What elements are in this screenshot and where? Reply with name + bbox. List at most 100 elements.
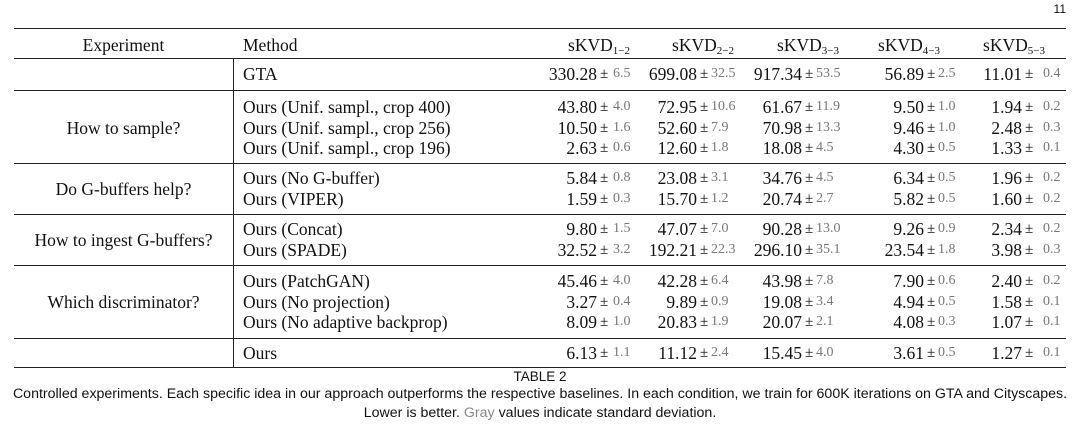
std-value: 11.9 <box>816 99 840 114</box>
std-value: 0.3 <box>1043 241 1061 257</box>
mean-value: 2.48 <box>991 117 1022 138</box>
mean-value: 20.07 <box>762 312 802 332</box>
std-value: 0.5 <box>938 140 956 155</box>
plus-minus-symbol: ± <box>927 345 936 361</box>
plus-minus-symbol: ± <box>927 140 936 156</box>
mean-value: 8.09 <box>566 312 597 332</box>
plus-minus-symbol: ± <box>927 314 936 330</box>
mean-value: 192.21 <box>648 239 697 260</box>
plus-minus-symbol: ± <box>805 190 814 207</box>
plus-minus-symbol: ± <box>1025 190 1034 207</box>
plus-minus-symbol: ± <box>700 99 709 115</box>
mean-value: 61.67 <box>762 97 802 117</box>
mean-value: 330.28 <box>548 64 597 84</box>
std-value: 0.1 <box>1043 140 1061 155</box>
mean-value: 4.30 <box>893 138 924 158</box>
table-row: Ours 6.13 ±1.1 11.12 ±2.4 15.45 ±4.0 3.61 ±0.5 1.… <box>0 343 1080 363</box>
plus-minus-symbol: ± <box>700 345 709 361</box>
std-value: 0.6 <box>613 140 631 155</box>
method-name: Ours (No projection) <box>243 291 390 312</box>
plus-minus-symbol: ± <box>600 293 609 310</box>
std-value: 4.5 <box>816 140 834 155</box>
mean-value: 32.52 <box>557 239 597 260</box>
table-row: Ours (VIPER) 1.59 ±0.3 15.70 ±1.2 20.74 ±2.7 5.… <box>0 189 1080 209</box>
mean-value: 72.95 <box>657 97 697 117</box>
std-value: 7.8 <box>816 273 834 288</box>
plus-minus-symbol: ± <box>600 314 609 330</box>
std-value: 1.8 <box>711 140 729 155</box>
std-value: 1.0 <box>938 119 956 135</box>
mean-value: 2.63 <box>566 138 597 158</box>
mean-value: 5.82 <box>893 188 924 209</box>
mean-value: 9.50 <box>893 97 924 117</box>
caption-title: TABLE 2 <box>513 369 567 384</box>
mean-value: 15.70 <box>657 188 697 209</box>
mean-value: 11.01 <box>983 64 1022 84</box>
std-value: 1.2 <box>711 190 729 206</box>
plus-minus-symbol: ± <box>1025 66 1034 82</box>
table-bottom-rule <box>14 367 1066 368</box>
experiment-label: How to ingest G-buffers? <box>34 229 213 250</box>
plus-minus-symbol: ± <box>700 314 709 330</box>
plus-minus-symbol: ± <box>600 241 609 258</box>
mean-value: 43.80 <box>557 97 597 117</box>
std-value: 13.3 <box>816 119 841 135</box>
caption-gray-word: Gray <box>463 405 495 421</box>
table-row: Ours (Unif. sampl., crop 256) 10.50 ±1.6 52… <box>0 118 1080 138</box>
std-value: 0.5 <box>938 345 956 360</box>
mean-value: 2.34 <box>991 219 1022 239</box>
page-number: 11 <box>1053 2 1066 16</box>
mean-value: 6.13 <box>566 343 597 363</box>
experiment-label: Do G-buffers help? <box>55 178 192 199</box>
method-name: Ours (SPADE) <box>243 239 347 260</box>
plus-minus-symbol: ± <box>927 190 936 207</box>
plus-minus-symbol: ± <box>927 273 936 289</box>
group-separator <box>14 338 1066 339</box>
std-value: 7.0 <box>711 221 729 236</box>
std-value: 22.3 <box>711 241 736 257</box>
mean-value: 5.84 <box>566 168 597 188</box>
plus-minus-symbol: ± <box>927 293 936 310</box>
mean-value: 70.98 <box>762 117 802 138</box>
std-value: 53.5 <box>816 66 841 81</box>
header-method: Method <box>243 35 298 55</box>
std-value: 0.5 <box>938 170 956 185</box>
plus-minus-symbol: ± <box>1025 221 1034 237</box>
plus-minus-symbol: ± <box>700 273 709 289</box>
method-name: Ours (No G-buffer) <box>243 168 380 188</box>
mean-value: 20.74 <box>762 188 802 209</box>
std-value: 1.6 <box>613 119 631 135</box>
mean-value: 9.46 <box>893 117 924 138</box>
std-value: 4.5 <box>816 170 834 185</box>
header-skvd-3-3: sKVD3−3 <box>777 35 839 57</box>
std-value: 0.4 <box>613 293 631 309</box>
plus-minus-symbol: ± <box>805 221 814 237</box>
plus-minus-symbol: ± <box>600 221 609 237</box>
header-skvd-1-2: sKVD1−2 <box>568 35 630 57</box>
table-row: Ours (No projection) 3.27 ±0.4 9.89 ±0.9 19.0… <box>0 292 1080 312</box>
mean-value: 4.94 <box>893 291 924 312</box>
plus-minus-symbol: ± <box>700 221 709 237</box>
plus-minus-symbol: ± <box>1025 273 1034 289</box>
std-value: 1.9 <box>711 314 729 329</box>
mean-value: 11.12 <box>658 343 697 363</box>
plus-minus-symbol: ± <box>700 170 709 186</box>
header-experiment: Experiment <box>82 35 165 55</box>
method-name: Ours (Unif. sampl., crop 196) <box>243 138 451 158</box>
method-name: Ours (No adaptive backprop) <box>243 312 448 332</box>
mean-value: 34.76 <box>762 168 802 188</box>
std-value: 0.3 <box>613 190 631 206</box>
plus-minus-symbol: ± <box>805 66 814 82</box>
plus-minus-symbol: ± <box>700 241 709 258</box>
plus-minus-symbol: ± <box>927 170 936 186</box>
std-value: 13.0 <box>816 221 841 236</box>
table-row: Ours (PatchGAN) 45.46 ±4.0 42.28 ±6.4 43.98 ±7… <box>0 271 1080 291</box>
plus-minus-symbol: ± <box>805 241 814 258</box>
header-skvd-5-3: sKVD5−3 <box>983 35 1045 57</box>
plus-minus-symbol: ± <box>805 119 814 136</box>
std-value: 6.5 <box>613 66 631 81</box>
mean-value: 1.96 <box>991 168 1022 188</box>
plus-minus-symbol: ± <box>805 314 814 330</box>
table-header-row: Experiment Method sKVD1−2 sKVD2−2 sKVD3−… <box>0 34 1080 57</box>
group-separator <box>14 163 1066 164</box>
